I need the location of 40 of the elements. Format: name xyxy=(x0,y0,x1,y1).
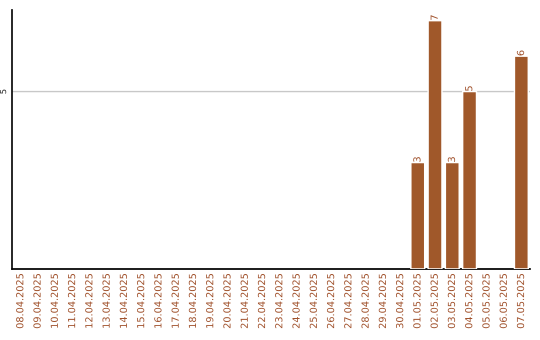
data-label: 3 xyxy=(413,157,421,162)
x-tick-label: 29.04.2025 xyxy=(378,274,386,328)
x-tick-label: 16.04.2025 xyxy=(154,274,162,328)
x-tick-label: 28.04.2025 xyxy=(361,274,369,328)
x-tick-label: 12.04.2025 xyxy=(85,274,93,328)
x-tick-label: 20.04.2025 xyxy=(223,274,231,328)
bar xyxy=(462,90,478,269)
x-tick-label: 30.04.2025 xyxy=(396,274,404,328)
x-tick-label: 15.04.2025 xyxy=(136,274,144,328)
x-tick-label: 10.04.2025 xyxy=(50,274,58,328)
x-tick-label: 23.04.2025 xyxy=(275,274,282,328)
x-tick-label: 08.04.2025 xyxy=(16,274,24,328)
x-tick-label: 09.04.2025 xyxy=(33,274,41,328)
x-tick-label: 19.04.2025 xyxy=(206,274,214,328)
x-tick-label: 07.05.2025 xyxy=(516,274,524,328)
x-tick-label: 25.04.2025 xyxy=(310,274,317,328)
x-tick-label: 22.04.2025 xyxy=(258,274,266,328)
x-tick-label: 27.04.2025 xyxy=(344,274,352,328)
x-tick-label: 14.04.2025 xyxy=(120,274,128,328)
x-tick-label: 01.05.2025 xyxy=(413,274,421,328)
data-label: 7 xyxy=(430,15,438,20)
x-tick-label: 06.05.2025 xyxy=(500,274,507,328)
bar xyxy=(514,55,529,269)
data-label: 6 xyxy=(516,50,524,56)
x-tick-label: 21.04.2025 xyxy=(240,274,248,328)
data-label: 5 xyxy=(465,86,472,91)
x-tick-label: 26.04.2025 xyxy=(326,274,334,328)
bar xyxy=(427,20,443,269)
x-tick-label: 02.05.2025 xyxy=(430,274,438,328)
data-label: 3 xyxy=(448,157,456,162)
x-tick-label: 13.04.2025 xyxy=(102,274,110,328)
x-tick-label: 04.05.2025 xyxy=(465,274,472,328)
x-tick-label: 05.05.2025 xyxy=(482,274,490,328)
x-tick-label: 17.04.2025 xyxy=(172,274,179,328)
bar xyxy=(410,162,426,269)
x-tick-label: 11.04.2025 xyxy=(68,274,76,328)
bar xyxy=(444,162,460,269)
x-tick-label: 18.04.2025 xyxy=(188,274,196,328)
x-tick-label: 03.05.2025 xyxy=(448,274,456,328)
x-tick-label: 24.04.2025 xyxy=(292,274,300,328)
